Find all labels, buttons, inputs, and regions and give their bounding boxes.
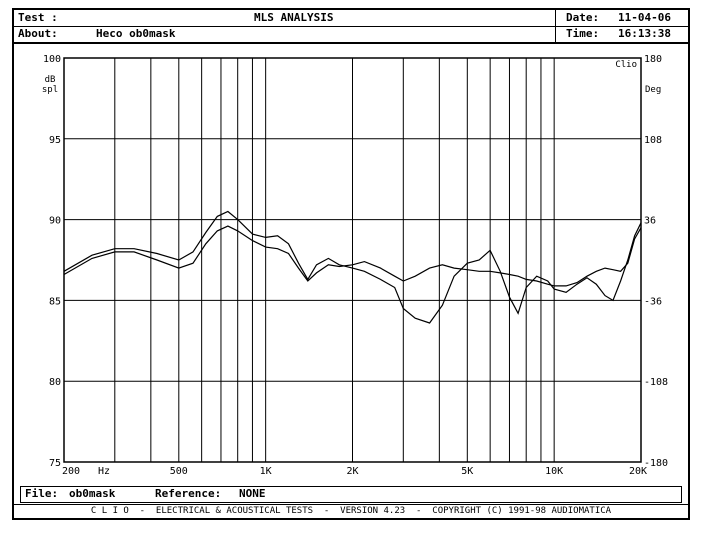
x-tick-label: 5K: [461, 466, 473, 477]
y-tick-label: 80: [49, 377, 61, 388]
y-axis-unit-bottom: spl: [42, 85, 58, 95]
y-axis-unit-top: dB: [45, 75, 56, 85]
header-row-2: About: Heco ob0mask Time: 16:13:38: [14, 26, 688, 44]
test-label: Test :: [18, 11, 58, 24]
series-line-2: [63, 225, 642, 287]
x-axis-unit: Hz: [98, 466, 110, 477]
time-value: 16:13:38: [618, 27, 671, 40]
y2-tick-label: -180: [644, 458, 668, 469]
time-label: Time:: [566, 27, 600, 40]
y-tick-label: 95: [49, 135, 61, 146]
y2-tick-label: 180: [644, 54, 662, 65]
date-label: Date:: [566, 11, 600, 24]
y2-tick-label: -36: [644, 296, 662, 307]
y-tick-label: 100: [43, 54, 61, 65]
file-label: File:: [25, 487, 59, 500]
x-tick-label: 2K: [346, 466, 358, 477]
brand-mark: Clio: [615, 60, 637, 70]
plot-area-border: [63, 57, 642, 463]
about-value: Heco ob0mask: [96, 27, 176, 40]
header-divider: [555, 10, 556, 26]
series-line-1: [63, 210, 642, 324]
x-tick-label: 500: [170, 466, 188, 477]
x-tick-label: 1K: [260, 466, 272, 477]
y2-axis-unit: Deg: [645, 85, 661, 95]
y2-tick-label: -108: [644, 377, 668, 388]
y-tick-label: 75: [49, 458, 61, 469]
x-tick-label: 200: [62, 466, 80, 477]
x-tick-label: 20K: [629, 466, 647, 477]
header-row-1: Test : MLS ANALYSIS Date: 11-04-06: [14, 10, 688, 27]
footer-banner: C L I O - ELECTRICAL & ACOUSTICAL TESTS …: [14, 504, 688, 518]
file-value: ob0mask: [69, 487, 116, 500]
about-label: About:: [18, 27, 58, 40]
y-tick-label: 85: [49, 296, 61, 307]
report-title: MLS ANALYSIS: [254, 11, 334, 24]
reference-value: NONE: [239, 487, 266, 500]
y-tick-label: 90: [49, 216, 61, 227]
y2-tick-label: 108: [644, 135, 662, 146]
date-value: 11-04-06: [618, 11, 671, 24]
header-divider: [555, 26, 556, 42]
file-info-bar: File: ob0mask Reference: NONE: [20, 486, 682, 503]
y2-tick-label: 36: [644, 216, 656, 227]
report-frame: Test : MLS ANALYSIS Date: 11-04-06 About…: [12, 8, 690, 520]
x-tick-label: 10K: [545, 466, 563, 477]
reference-label: Reference:: [155, 487, 222, 500]
